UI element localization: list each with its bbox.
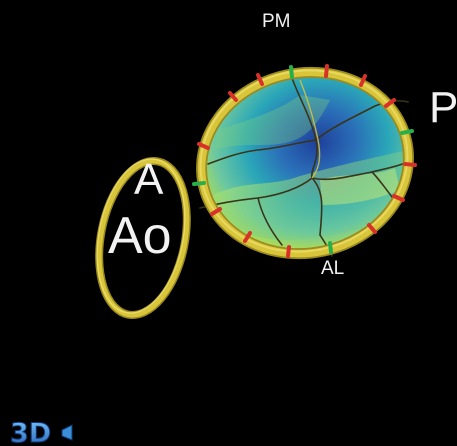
marker-red <box>243 231 252 243</box>
marker-green <box>328 241 333 254</box>
anterior-leaflet-edge <box>299 79 321 179</box>
label-anterior: A <box>134 155 164 204</box>
marker-red <box>359 74 367 87</box>
label-aorta: Ao <box>108 207 172 265</box>
aortic-annulus-ring <box>95 157 191 319</box>
mitral-leaflet-surface <box>201 72 410 254</box>
logo-text: 3D <box>10 418 51 446</box>
marker-red <box>228 91 238 102</box>
3d-logo-icon: 3D <box>10 418 73 446</box>
label-anterolateral: AL <box>321 258 345 279</box>
marker-green <box>289 65 294 79</box>
marker-red <box>384 98 396 108</box>
marker-red <box>210 207 222 216</box>
label-posterior: P <box>429 83 457 132</box>
marker-red <box>392 194 405 202</box>
marker-red <box>197 142 210 150</box>
label-posteromedial: PM <box>262 11 291 32</box>
marker-red <box>403 162 417 167</box>
marker-green <box>192 181 206 186</box>
marker-green <box>400 129 414 135</box>
marker-red <box>286 245 291 258</box>
marker-red <box>256 73 264 86</box>
marker-red <box>324 64 329 78</box>
annulus-markers <box>192 64 417 258</box>
marker-red <box>367 223 377 234</box>
